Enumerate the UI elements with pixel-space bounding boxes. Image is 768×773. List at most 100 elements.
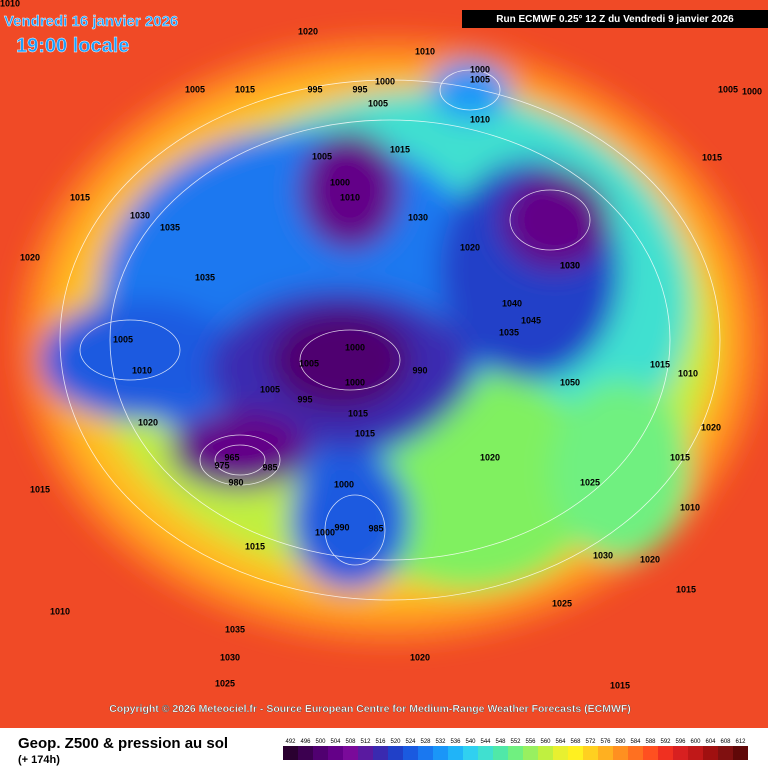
pressure-label: 1005 [718, 84, 738, 94]
colorbar-label: 552 [510, 739, 521, 745]
colorbar-label: 580 [615, 739, 626, 745]
pressure-label: 1015 [610, 680, 630, 690]
pressure-label: 1020 [138, 417, 158, 427]
colorbar-swatch [568, 746, 583, 760]
colorbar-swatch [628, 746, 643, 760]
pressure-label: 1000 [330, 177, 350, 187]
colorbar-label: 504 [330, 739, 341, 745]
footer-lead: (+ 174h) [18, 754, 60, 766]
footer-title: Geop. Z500 & pression au sol [18, 735, 228, 752]
pressure-label: 985 [368, 523, 383, 533]
pressure-label: 1015 [650, 359, 670, 369]
pressure-label: 1030 [560, 260, 580, 270]
pressure-label: 1020 [480, 452, 500, 462]
colorbar-swatch [598, 746, 613, 760]
colorbar-swatch [493, 746, 508, 760]
colorbar-swatch [478, 746, 493, 760]
run-info: Run ECMWF 0.25° 12 Z du Vendredi 9 janvi… [496, 14, 734, 25]
pressure-label: 1010 [678, 368, 698, 378]
pressure-label: 1020 [640, 554, 660, 564]
pressure-label: 1030 [130, 210, 150, 220]
colorbar-swatch [538, 746, 553, 760]
pressure-label: 1010 [415, 46, 435, 56]
colorbar-swatch [643, 746, 658, 760]
pressure-label: 1015 [70, 192, 90, 202]
pressure-label: 1045 [521, 315, 541, 325]
pressure-label: 965 [224, 452, 239, 462]
pressure-label: 1025 [215, 678, 235, 688]
colorbar-swatch [418, 746, 433, 760]
colorbar-swatch [523, 746, 538, 760]
pressure-label: 995 [307, 84, 322, 94]
colorbar-swatch [313, 746, 328, 760]
colorbar-swatch [703, 746, 718, 760]
colorbar-swatch [508, 746, 523, 760]
pressure-label: 1025 [552, 598, 572, 608]
colorbar-label: 540 [465, 739, 476, 745]
colorbar-label: 560 [540, 739, 551, 745]
pressure-label: 1020 [20, 252, 40, 262]
pressure-label: 1015 [30, 484, 50, 494]
colorbar-swatch [358, 746, 373, 760]
colorbar-swatch [688, 746, 703, 760]
colorbar-label: 548 [495, 739, 506, 745]
colorbar: 492 496 500 504 508 512 516 520 524 528 532 536 540 5… [283, 739, 748, 760]
colorbar-label: 516 [375, 739, 386, 745]
colorbar-swatch [583, 746, 598, 760]
pressure-label: 1005 [113, 334, 133, 344]
colorbar-swatch [658, 746, 673, 760]
pressure-label: 1005 [368, 98, 388, 108]
pressure-label: 1015 [348, 408, 368, 418]
pressure-label: 1010 [132, 365, 152, 375]
pressure-label: 1035 [160, 222, 180, 232]
colorbar-label: 508 [345, 739, 356, 745]
pressure-label: 1015 [355, 428, 375, 438]
colorbar-label: 496 [300, 739, 311, 745]
pressure-label: 1010 [470, 114, 490, 124]
colorbar-swatch [673, 746, 688, 760]
pressure-label: 1000 [345, 342, 365, 352]
pressure-label: 1000 [742, 86, 762, 96]
pressure-label: 1000 [345, 377, 365, 387]
colorbar-swatch [343, 746, 358, 760]
colorbar-swatch [403, 746, 418, 760]
colorbar-swatch [448, 746, 463, 760]
pressure-label: 1030 [593, 550, 613, 560]
pressure-label: 990 [412, 365, 427, 375]
copyright: Copyright © 2026 Meteociel.fr - Source E… [109, 703, 631, 715]
pressure-label: 1000 [375, 76, 395, 86]
pressure-label: 1015 [390, 144, 410, 154]
colorbar-label: 556 [525, 739, 536, 745]
pressure-label: 1035 [225, 624, 245, 634]
colorbar-swatch [433, 746, 448, 760]
pressure-label: 1000 [470, 64, 490, 74]
colorbar-label: 584 [630, 739, 641, 745]
pressure-label: 1015 [670, 452, 690, 462]
colorbar-label: 536 [450, 739, 461, 745]
colorbar-swatch [553, 746, 568, 760]
colorbar-swatch [373, 746, 388, 760]
colorbar-label: 600 [690, 739, 701, 745]
colorbar-label: 492 [285, 739, 296, 745]
colorbar-swatch [733, 746, 748, 760]
forecast-time: 19:00 locale [16, 35, 129, 57]
pressure-label: 1005 [260, 384, 280, 394]
colorbar-label: 604 [705, 739, 716, 745]
pressure-label: 990 [334, 522, 349, 532]
colorbar-swatch [613, 746, 628, 760]
colorbar-swatch [388, 746, 403, 760]
colorbar-label: 596 [675, 739, 686, 745]
pressure-label: 1030 [220, 652, 240, 662]
pressure-label: 1015 [702, 152, 722, 162]
pressure-label: 1010 [680, 502, 700, 512]
colorbar-label: 524 [405, 739, 416, 745]
colorbar-label: 592 [660, 739, 671, 745]
pressure-label: 1020 [298, 26, 318, 36]
map-field [0, 0, 768, 728]
pressure-label: 985 [262, 462, 277, 472]
pressure-label: 1000 [315, 527, 335, 537]
pressure-label: 995 [352, 84, 367, 94]
colorbar-label: 564 [555, 739, 566, 745]
pressure-label: 1050 [560, 377, 580, 387]
